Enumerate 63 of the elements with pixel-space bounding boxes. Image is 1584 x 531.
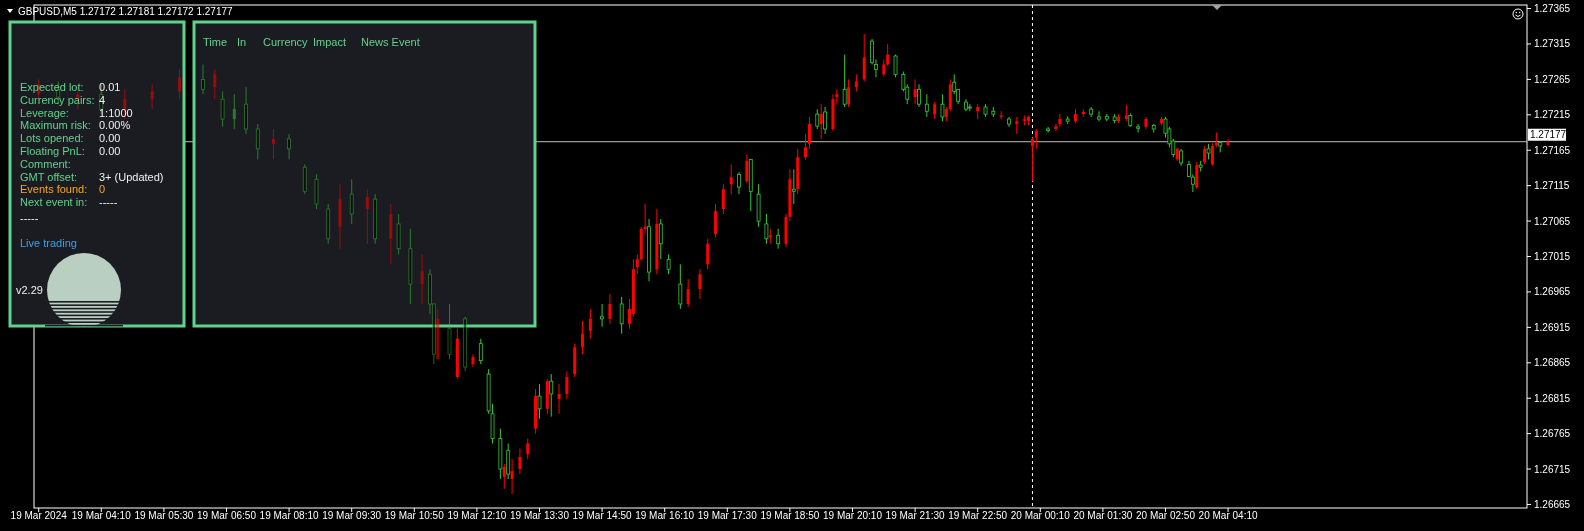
annotation: Maximum risk: [20,119,91,132]
x-tick-label: 19 Mar 14:50 [572,510,632,521]
y-tick-label: 1.27215 [1534,109,1571,121]
annotation: Time [203,36,228,48]
annotation: GMT offset: [20,170,78,183]
x-tick-label: 19 Mar 04:10 [71,510,132,521]
x-tick-label: 19 Mar 20:10 [823,510,883,521]
y-tick-label: 1.26715 [1534,463,1571,475]
annotation: 3+ (Updated) [99,170,164,183]
x-tick-label: 19 Mar 12:10 [447,510,507,521]
annotation: 1:1000 [99,106,133,119]
annotation: Leverage: [20,106,69,119]
annotation: 0.00 [99,145,121,157]
y-tick-label: 1.27015 [1534,251,1571,262]
annotation: Events found: [20,183,88,196]
annotation: 0.00 [99,132,121,145]
y-tick-label: 1.26665 [1534,498,1571,510]
annotation: Currency pairs: [20,93,95,106]
annotation: Live trading [20,237,77,249]
x-tick-label: 19 Mar 05:30 [134,510,194,521]
annotation: Currency [263,36,309,48]
y-tick-label: 1.27115 [1534,180,1570,192]
x-tick-label: 19 Mar 2024 [10,510,68,521]
chart-title: GBPUSD,M5 1.27172 1.27181 1.27172 1.27177 [18,6,234,17]
y-tick-label: 1.26865 [1534,357,1571,369]
annotation: Next event in: [20,196,88,209]
ref-line-label: 1.27177 [1530,129,1567,141]
annotation: Lots opened: [20,132,84,145]
x-tick-label: 19 Mar 21:30 [885,510,945,521]
y-tick-label: 1.26815 [1534,392,1571,404]
annotation: v2.29 [16,284,43,296]
y-tick-label: 1.27165 [1534,144,1571,156]
y-tick-label: 1.26965 [1534,286,1571,298]
annotation: 0 [99,183,106,196]
y-tick-label: 1.27315 [1534,38,1571,50]
annotation: 0.00% [99,119,131,132]
annotation: 4 [99,93,106,106]
annotation: Comment: [20,157,71,170]
annotation: In [237,36,247,48]
x-tick-label: 20 Mar 01:30 [1073,510,1133,521]
x-tick-label: 19 Mar 16:10 [635,510,695,521]
y-tick-label: 1.27065 [1534,215,1571,227]
x-tick-label: 19 Mar 18:50 [760,510,820,521]
annotation: ----- [20,212,39,224]
x-tick-label: 19 Mar 17:30 [697,510,758,521]
annotation: ----- [99,196,118,209]
annotation: 0.01 [99,81,121,93]
x-tick-label: 20 Mar 00:10 [1010,510,1071,521]
x-tick-label: 19 Mar 13:30 [510,510,570,521]
x-tick-label: 20 Mar 02:50 [1136,510,1196,521]
y-tick-label: 1.26765 [1534,428,1571,440]
x-tick-label: 19 Mar 08:10 [259,510,319,521]
y-tick-label: 1.27265 [1534,73,1571,85]
y-tick-label: 1.27365 [1534,3,1571,15]
x-tick-label: 19 Mar 09:30 [322,510,382,521]
x-tick-label: 19 Mar 06:50 [197,510,257,521]
annotation: News Event [361,36,420,48]
y-tick-label: 1.26915 [1534,321,1571,333]
x-tick-label: 19 Mar 22:50 [948,510,1008,521]
x-tick-label: 20 Mar 04:10 [1198,510,1258,521]
annotation: Floating PnL: [20,145,85,157]
annotation: Impact [313,36,347,48]
x-tick-label: 19 Mar 10:50 [384,510,445,521]
